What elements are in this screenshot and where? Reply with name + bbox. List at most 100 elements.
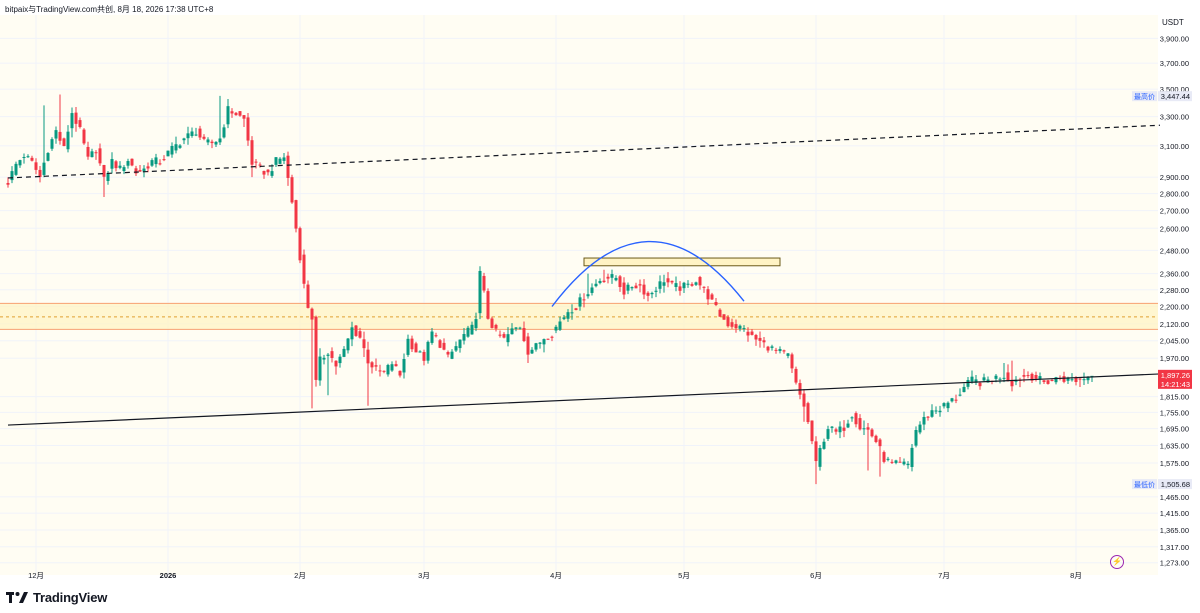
candle-body — [422, 351, 426, 361]
candle-body — [778, 349, 782, 352]
candle-body — [826, 429, 830, 439]
candle-body — [310, 308, 314, 320]
tradingview-logo: TradingView — [6, 590, 107, 605]
candle-body — [686, 283, 690, 285]
high-marker-value: 3,447.44 — [1161, 92, 1190, 101]
candle-body — [918, 424, 922, 433]
candle-body — [474, 319, 478, 329]
candle-body — [958, 394, 962, 396]
candle-body — [118, 165, 122, 168]
y-tick-label: 2,480.00 — [1160, 246, 1189, 255]
candle-body — [682, 282, 686, 289]
candle-body — [302, 254, 306, 284]
candle-body — [254, 161, 258, 163]
candle-body — [114, 161, 118, 169]
y-tick-label: 1,575.00 — [1160, 459, 1189, 468]
candle-body — [702, 286, 706, 288]
candle-body — [818, 447, 822, 467]
candle-body — [782, 350, 786, 352]
candle-body — [762, 340, 766, 343]
candle-body — [614, 277, 618, 281]
candle-body — [1002, 377, 1006, 379]
candle-body — [246, 117, 250, 141]
candle-body — [766, 346, 770, 351]
support-resistance-zone — [0, 302, 1158, 330]
candle-body — [698, 277, 702, 286]
candle-body — [66, 131, 70, 150]
y-tick-label: 3,100.00 — [1160, 142, 1189, 151]
candle-body — [546, 338, 550, 340]
candle-body — [998, 378, 1002, 380]
candle-body — [406, 338, 410, 355]
y-tick-label: 1,273.00 — [1160, 559, 1189, 568]
candle-body — [898, 461, 902, 463]
candle-body — [1062, 376, 1066, 382]
candle-body — [646, 292, 650, 296]
candle-body — [306, 284, 310, 308]
time-axis[interactable]: 12月 2026 2月 3月 4月 5月 6月 7月 8月 — [28, 571, 1082, 580]
candle-body — [154, 157, 158, 165]
price-axis[interactable]: 3,900.00 3,700.00 3,500.00 3,300.00 3,100.00… — [1160, 34, 1189, 567]
candle-body — [514, 327, 518, 329]
y-tick-label: 2,045.00 — [1160, 337, 1189, 346]
candle-body — [502, 334, 506, 338]
candle-body — [510, 328, 514, 335]
candle-body — [190, 131, 194, 136]
candle-body — [798, 383, 802, 395]
candle-body — [30, 157, 34, 161]
y-tick-label: 3,300.00 — [1160, 113, 1189, 122]
candle-body — [886, 458, 890, 460]
candle-body — [838, 426, 842, 433]
candle-body — [82, 129, 86, 144]
candle-body — [142, 168, 146, 172]
candle-body — [362, 339, 366, 349]
candle-body — [470, 324, 474, 335]
candle-body — [58, 131, 62, 141]
low-marker-label-bg — [1132, 479, 1157, 490]
rounding-top-arc — [551, 240, 745, 307]
candle-body — [922, 416, 926, 425]
candle-body — [326, 354, 330, 356]
candle-body — [162, 159, 166, 161]
candle-body — [110, 159, 114, 169]
candle-body — [790, 354, 794, 369]
candle-body — [438, 340, 442, 348]
candle-body — [1086, 377, 1090, 381]
candle-body — [906, 463, 910, 466]
candle-body — [86, 146, 90, 157]
candle-body — [418, 351, 422, 353]
y-tick-label: 2,280.00 — [1160, 286, 1189, 295]
candle-body — [622, 282, 626, 295]
candle-body — [18, 160, 22, 166]
candle-body — [662, 282, 666, 286]
candle-body — [882, 452, 886, 462]
x-tick-label: 3月 — [418, 571, 430, 580]
candle-body — [590, 287, 594, 293]
candle-body — [130, 158, 134, 166]
candle-body — [34, 162, 38, 170]
candle-body — [198, 128, 202, 138]
candle-body — [978, 382, 982, 387]
y-tick-label: 1,695.00 — [1160, 425, 1189, 434]
candle-body — [602, 280, 606, 283]
candle-body — [806, 403, 810, 423]
lightning-icon[interactable]: ⚡ — [1110, 555, 1124, 569]
candle-body — [398, 370, 402, 376]
rising-support-trendline — [7, 373, 1161, 426]
candle-body — [854, 413, 858, 425]
y-tick-label: 2,600.00 — [1160, 224, 1189, 233]
candle-body — [1066, 378, 1070, 381]
candle-body — [122, 167, 126, 172]
candle-body — [102, 165, 106, 177]
x-tick-label: 2026 — [160, 571, 177, 580]
candle-body — [274, 157, 278, 165]
candle-body — [722, 314, 726, 320]
candle-body — [26, 156, 30, 158]
candle-body — [170, 145, 174, 155]
candle-body — [834, 429, 838, 432]
brand-name: TradingView — [33, 590, 108, 605]
candle-body — [242, 115, 246, 119]
candle-body — [434, 335, 438, 337]
candle-body — [78, 120, 82, 127]
